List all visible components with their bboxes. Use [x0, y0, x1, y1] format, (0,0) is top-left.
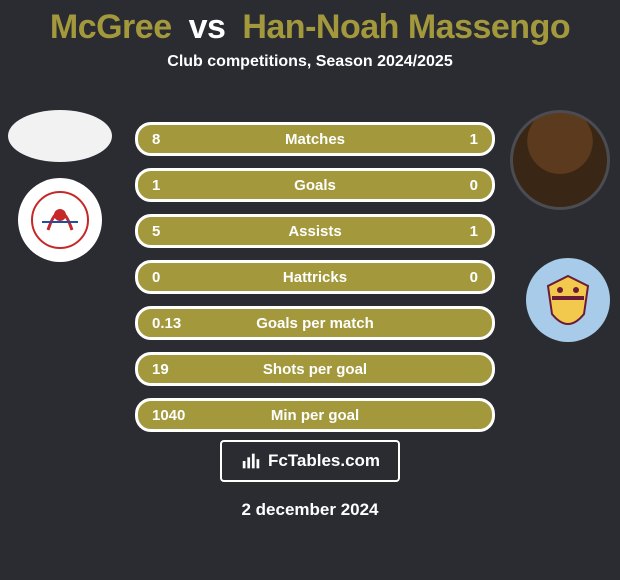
stat-left-value: 19	[152, 361, 169, 378]
comparison-title: McGree vs Han-Noah Massengo	[0, 0, 620, 47]
stat-row: 19 Shots per goal	[135, 352, 495, 386]
player2-club-crest	[526, 258, 610, 342]
generated-date: 2 december 2024	[0, 500, 620, 520]
stat-label: Hattricks	[138, 269, 492, 286]
stat-bars: 8 Matches 1 1 Goals 0 5 Assists 1 0 Hatt…	[135, 122, 495, 444]
stat-label: Matches	[138, 131, 492, 148]
player2-name: Han-Noah Massengo	[242, 8, 570, 46]
player1-club-crest	[18, 178, 102, 262]
stat-left-value: 1	[152, 177, 160, 194]
player1-avatar	[8, 110, 112, 162]
stat-row: 8 Matches 1	[135, 122, 495, 156]
club-crest-right-icon	[538, 270, 598, 330]
watermark: FcTables.com	[220, 440, 400, 482]
stat-row: 0.13 Goals per match	[135, 306, 495, 340]
stat-right-value: 1	[470, 223, 478, 240]
watermark-text: FcTables.com	[268, 451, 380, 471]
stat-row: 0 Hattricks 0	[135, 260, 495, 294]
stat-left-value: 8	[152, 131, 160, 148]
player2-avatar	[510, 110, 610, 210]
stat-left-value: 5	[152, 223, 160, 240]
stat-row: 5 Assists 1	[135, 214, 495, 248]
stat-label: Goals per match	[138, 315, 492, 332]
stat-left-value: 1040	[152, 407, 185, 424]
stat-left-value: 0	[152, 269, 160, 286]
stat-label: Assists	[138, 223, 492, 240]
title-vs: vs	[189, 8, 226, 46]
stat-right-value: 0	[470, 177, 478, 194]
stat-left-value: 0.13	[152, 315, 181, 332]
subtitle: Club competitions, Season 2024/2025	[0, 53, 620, 71]
stat-right-value: 0	[470, 269, 478, 286]
player1-name: McGree	[50, 8, 172, 46]
chart-icon	[240, 450, 262, 472]
club-crest-left-icon	[30, 190, 90, 250]
stat-right-value: 1	[470, 131, 478, 148]
stat-row: 1040 Min per goal	[135, 398, 495, 432]
stat-label: Shots per goal	[138, 361, 492, 378]
stat-label: Goals	[138, 177, 492, 194]
stat-row: 1 Goals 0	[135, 168, 495, 202]
stat-label: Min per goal	[138, 407, 492, 424]
